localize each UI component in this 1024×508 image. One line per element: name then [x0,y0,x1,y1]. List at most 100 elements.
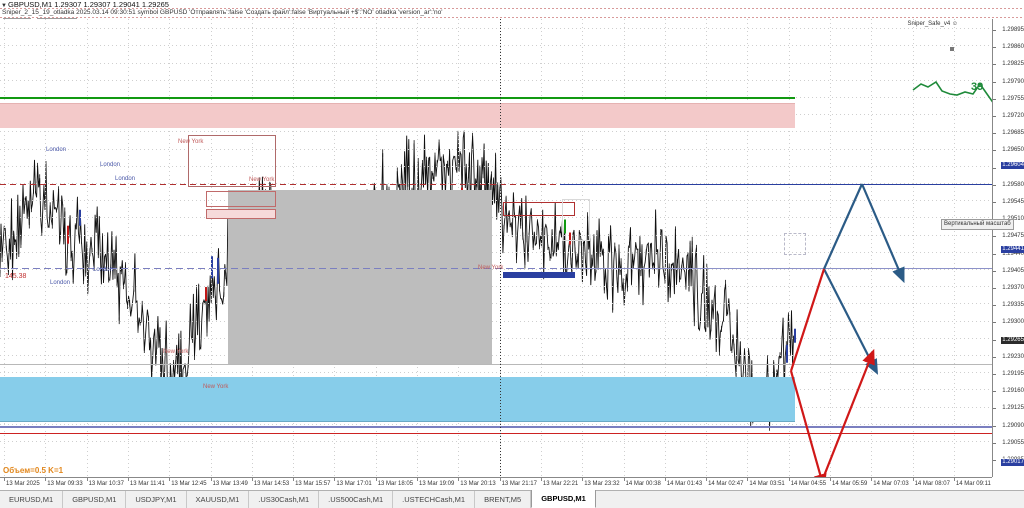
chart-tab-bar[interactable]: EURUSD,M1 GBPUSD,M1 USDJPY,M1 XAUUSD,M1 .US3… [0,490,1024,508]
grid-line-h [0,372,992,374]
pattern-rect-3[interactable] [206,209,276,219]
price-label: 1.29545 [1002,199,1024,205]
price-axis[interactable]: 1.29895 1.29860 1.29825 1.29790 1.29755 1.297… [992,19,1024,477]
price-tick [993,408,996,410]
pattern-rect-7[interactable] [562,199,590,241]
price-label: 1.29580 [1002,181,1024,188]
grid-line-v [747,19,749,477]
time-label: 13 Mar 21:17 [501,481,537,487]
chart-tab-us30cashm1[interactable]: .US30Cash,M1 [249,491,320,508]
grid-line-h [0,79,992,81]
price-label: 1.29160 [1002,388,1024,395]
price-label: 1.29790 [1002,78,1024,85]
session-label: New York [249,177,275,183]
collapse-icon[interactable]: ▼ [1,3,7,9]
pattern-rect-6[interactable] [784,233,806,255]
time-tick [706,478,708,481]
grid-line-h [0,251,992,253]
mid-level-dashed [0,268,992,269]
chart-tab-usdjpym1[interactable]: USDJPY,M1 [126,491,187,508]
grid-line-h [0,148,992,150]
pink-zone-top [0,103,795,104]
grid-line-v [86,19,88,477]
day-separator-line [500,19,501,477]
price-tick [993,460,996,461]
time-label: 13 Mar 20:13 [460,481,496,487]
price-label: 1.29125 [1002,405,1024,412]
grid-line-v [664,19,666,477]
time-tick [871,478,873,481]
time-tick [45,478,47,481]
chart-tab-ustechcashm1[interactable]: .USTECHCash,M1 [393,491,476,508]
chart-plot-area[interactable]: London London London New York New York New Yo… [0,19,992,477]
price-label: 1.29860 [1002,44,1024,51]
grid-line-h [0,286,992,288]
pattern-rect-5[interactable] [503,272,575,278]
price-label: 1.29370 [1002,285,1024,291]
time-tick [788,478,790,481]
chart-tab-gbpusdm1[interactable]: GBPUSD,M1 [531,490,596,508]
indicator-marker-dot [950,47,954,51]
price-label: 1.29650 [1002,147,1024,154]
time-tick [458,478,460,481]
time-label: 13 Mar 14:53 [253,481,290,487]
grid-line-h [0,303,992,305]
time-label: 13 Mar 11:41 [129,481,165,487]
time-tick [623,478,625,481]
pattern-rect-2[interactable] [206,191,276,207]
time-label: 13 Mar 19:09 [419,481,455,487]
price-label: 1.29195 [1002,371,1024,377]
grid-line-v [788,19,790,477]
session-label: London [100,162,121,168]
price-tick [993,322,996,324]
time-tick [417,478,418,481]
price-tick [993,425,996,427]
price-tick [993,356,996,358]
price-tick [993,374,996,375]
projection-arrows [789,183,905,477]
price-label: 1.29230 [1002,353,1024,360]
time-label: 13 Mar 10:37 [88,481,124,487]
chart-tab-eurusdm1[interactable]: EURUSD,M1 [0,491,64,508]
price-tick [993,81,996,83]
time-tick [293,478,295,481]
chart-tab-xauusdm1[interactable]: XAUUSD,M1 [186,491,250,508]
session-label: New York [178,139,204,145]
chart-tab-brentm5[interactable]: BRENT,M5 [475,491,532,508]
price-label: 1.29895 [1002,27,1024,33]
price-tick [993,442,996,444]
grid-line-h [0,165,992,167]
indicator-name-label: Sniper_Safe_v4 ☺ [907,21,958,27]
time-label: 14 Mar 00:38 [625,481,661,487]
chart-tab-us500cashm1[interactable]: .US500Cash,M1 [319,491,394,508]
grid-line-h [0,200,992,202]
bid-price-badge: 1.29604 [1001,162,1024,169]
price-tick [993,391,996,393]
resistance-green-line [0,97,795,99]
time-label: 13 Mar 17:01 [336,481,372,487]
time-tick [169,478,171,481]
session-label: London [50,280,71,286]
time-label: 13 Mar 22:21 [542,481,579,487]
price-label: 1.29405 [1002,267,1024,274]
time-tick [4,478,5,481]
price-tick [993,116,996,117]
price-tick [993,236,996,238]
price-label: 1.29055 [1002,439,1024,446]
bid-level-dashed [0,184,992,185]
grid-line-v [45,19,47,477]
price-label: 1.29265 [1001,336,1024,344]
pattern-rect-4[interactable] [503,202,575,216]
price-tick [993,30,996,31]
grid-line-h [0,45,992,47]
time-tick [334,478,336,481]
grid-line-v [706,19,708,477]
price-tick [993,167,996,169]
grid-line-h [0,355,992,356]
pattern-rect-1[interactable] [188,135,276,187]
grid-line-h [0,320,992,322]
chart-tab-gbpusdm1[interactable]: GBPUSD,M1 [63,491,127,508]
time-tick [664,478,666,481]
time-axis[interactable]: 13 Mar 2025 13 Mar 09:33 13 Mar 10:37 13 Ma… [0,477,992,491]
